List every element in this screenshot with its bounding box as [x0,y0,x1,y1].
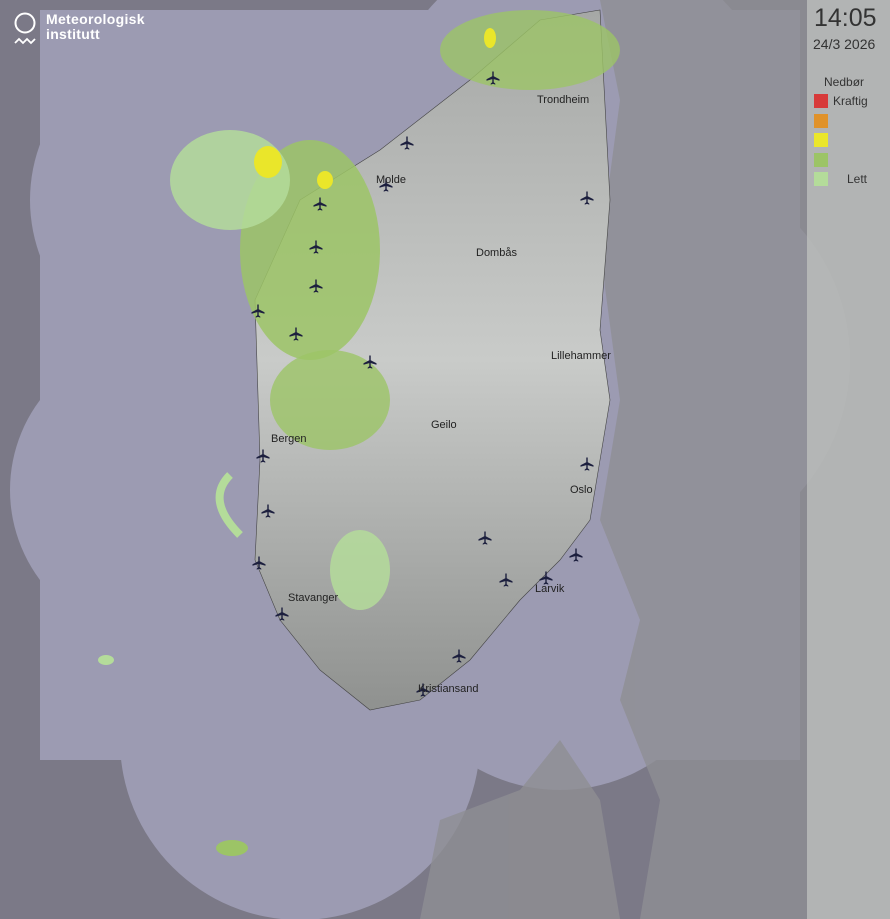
airplane-icon [261,504,275,518]
city-label: Larvik [535,583,565,595]
airplane-icon [309,279,323,293]
airplane-icon [275,607,289,621]
airplane-icon [313,197,327,211]
airplane-icon [452,649,466,663]
city-label: Bergen [271,433,307,445]
time: 14:05 [814,4,877,32]
airplane-icon [289,327,303,341]
city-label: Dombås [476,247,517,259]
city-label: Oslo [570,484,593,496]
airplane-icon [252,556,266,570]
info-panel: 14:05 24/3 2026 Nedbør Kraftig Lett [807,0,890,919]
airplane-icon [580,191,594,205]
legend-swatch [814,152,828,167]
city-label: Kristiansand [418,683,479,695]
airplane-icon [256,449,270,463]
airplane-icon [569,548,583,562]
city-label: Lillehammer [551,350,611,362]
airplane-icon [499,573,513,587]
legend-label: Lett [847,172,868,186]
precipitation [98,10,620,856]
city-label: Stavanger [288,592,339,604]
legend-title: Nedbør [824,75,865,89]
airplane-icon [251,304,265,318]
airplane-icon [486,71,500,85]
airplane-icon [379,178,393,192]
met-logo-icon [14,12,36,45]
airplane-icon [400,136,414,150]
city-label: Molde [376,174,406,186]
legend-swatch [814,172,828,186]
airplane-icon [416,683,430,697]
airplane-icon [478,531,492,545]
airplane-icon [539,571,553,585]
airplane-icon [580,457,594,471]
logo-line1: Meteorologisk [46,11,145,27]
city-label: Trondheim [537,94,590,106]
date: 24/3 2026 [813,36,876,52]
legend-swatch [814,133,828,147]
legend-swatch [814,94,828,108]
met-logo[interactable]: Meteorologisk institutt [12,12,145,48]
logo-line2: institutt [46,26,101,42]
airplane-icon [363,355,377,369]
city-label: Geilo [431,419,457,431]
legend-label: Kraftig [833,94,868,108]
airplane-icon [309,240,323,254]
legend-swatch [814,113,828,128]
